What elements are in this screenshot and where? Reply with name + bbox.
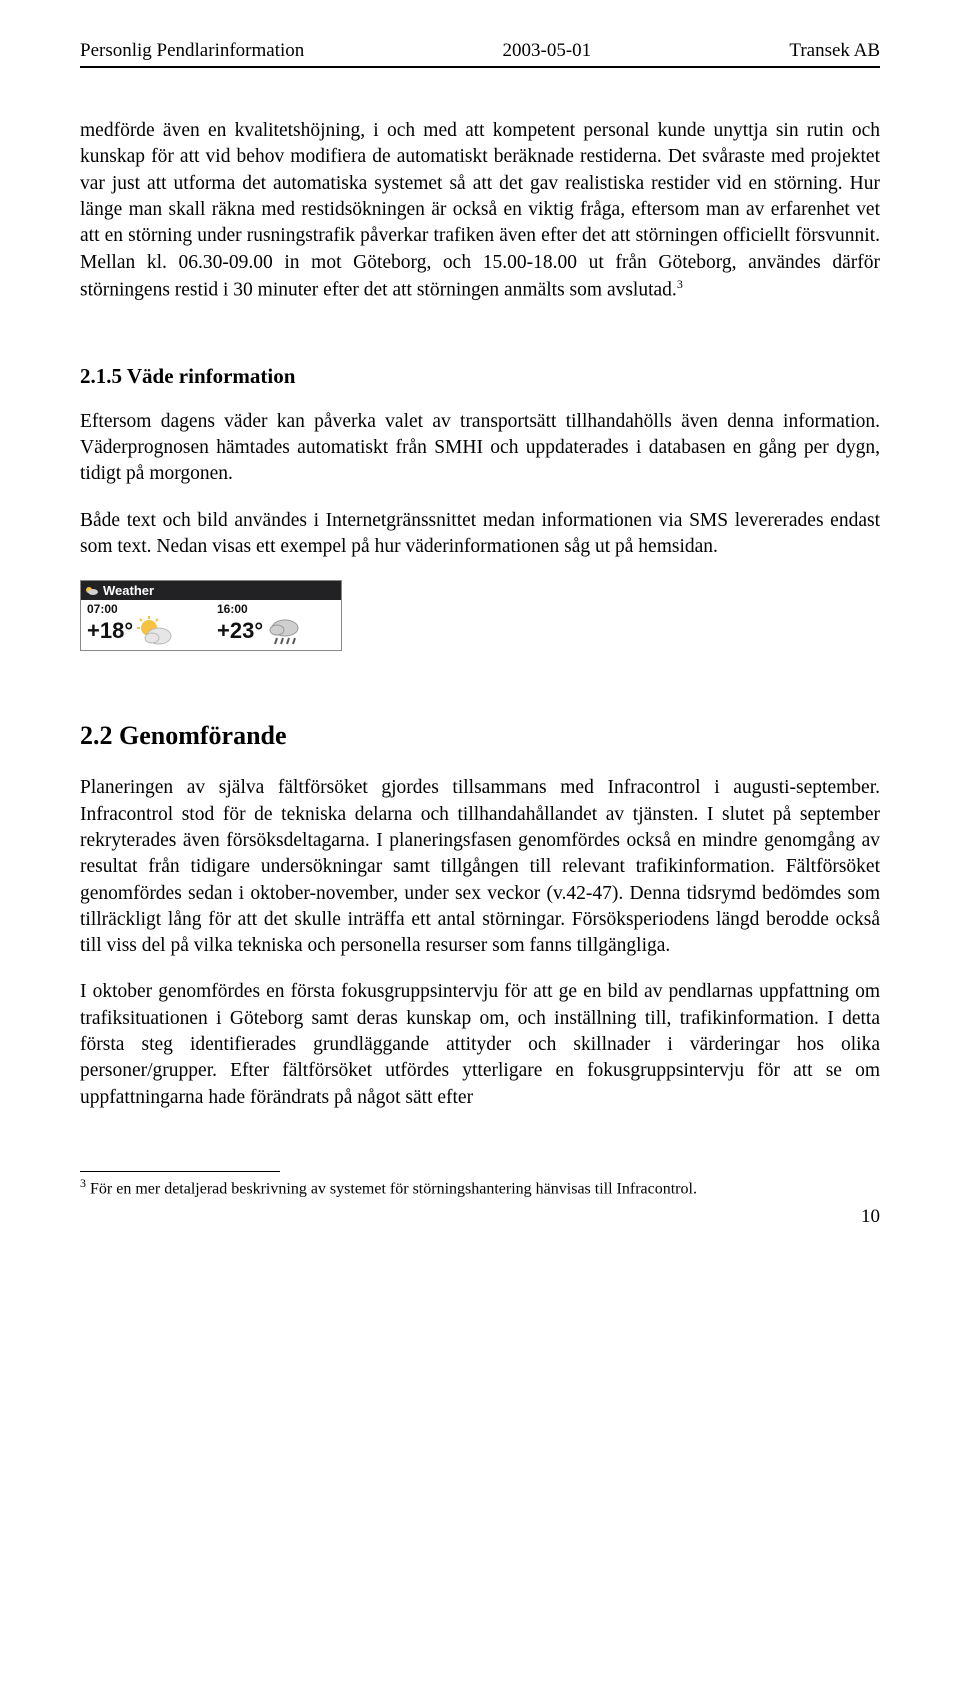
weather-temp-0: +18° [87, 618, 133, 644]
weather-title-label: Weather [103, 583, 154, 598]
paragraph-5: I oktober genomfördes en första fokusgru… [80, 979, 880, 1111]
weather-cell-0: 07:00 +18° [81, 600, 211, 650]
rain-cloud-icon [267, 616, 303, 646]
footnote-rule [80, 1171, 280, 1172]
weather-temp-1: +23° [217, 618, 263, 644]
header-center: 2003-05-01 [503, 40, 592, 62]
page-header: Personlig Pendlarinformation 2003-05-01 … [80, 40, 880, 62]
weather-body: 07:00 +18° [81, 600, 341, 650]
weather-title-icon [85, 585, 99, 597]
paragraph-4: Planeringen av själva fältförsöket gjord… [80, 775, 880, 959]
weather-time-0: 07:00 [87, 602, 205, 616]
footnote-3: 3 För en mer detaljerad beskrivning av s… [80, 1176, 880, 1198]
section-2-1-5-heading: 2.1.5 Väde rinformation [80, 364, 880, 389]
weather-widget: Weather 07:00 +18° [80, 580, 342, 651]
footnote-ref-3: 3 [677, 277, 683, 291]
paragraph-3: Både text och bild användes i Internetgr… [80, 508, 880, 561]
paragraph-1-text: medförde även en kvalitetshöjning, i och… [80, 120, 880, 300]
sun-cloud-icon [137, 616, 173, 646]
footnote-text: För en mer detaljerad beskrivning av sys… [86, 1180, 697, 1197]
paragraph-1: medförde även en kvalitetshöjning, i och… [80, 118, 880, 304]
weather-cell-1: 16:00 +23° [211, 600, 341, 650]
header-left: Personlig Pendlarinformation [80, 40, 304, 62]
weather-titlebar: Weather [81, 581, 341, 600]
section-2-2-heading: 2.2 Genomförande [80, 721, 880, 751]
page-number: 10 [80, 1206, 880, 1228]
paragraph-2: Eftersom dagens väder kan påverka valet … [80, 409, 880, 488]
header-rule [80, 66, 880, 68]
weather-time-1: 16:00 [217, 602, 335, 616]
document-page: Personlig Pendlarinformation 2003-05-01 … [0, 0, 960, 1268]
header-right: Transek AB [789, 40, 880, 62]
